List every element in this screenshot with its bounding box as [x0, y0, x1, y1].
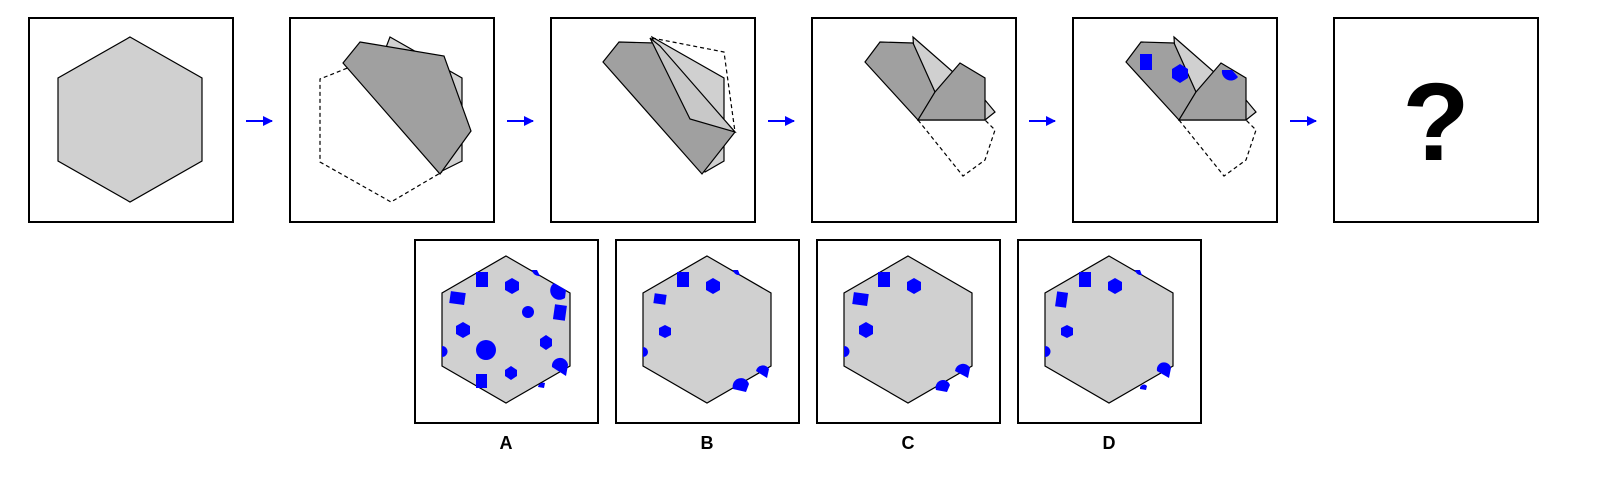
- hexagon-paper: [1044, 255, 1174, 404]
- hole-half-circle: [756, 365, 769, 378]
- question-mark: ?: [1402, 61, 1469, 184]
- hole-half-circle: [733, 270, 740, 276]
- hole-hexagon: [907, 278, 921, 294]
- hole-square: [878, 272, 890, 287]
- question-panel: ?: [1333, 17, 1539, 223]
- hole-half-circle: [538, 382, 545, 388]
- hole-hexagon: [1061, 325, 1073, 338]
- hole-hexagon: [706, 278, 720, 294]
- hexagon-paper: [441, 255, 571, 404]
- hexagon-paper: [57, 36, 203, 203]
- hole-half-circle: [1139, 384, 1147, 390]
- hole-half-circle: [532, 270, 540, 277]
- step-2-panel: [289, 17, 495, 223]
- fold-outline-dashed: [651, 37, 736, 133]
- hole-half-circle: [1221, 70, 1238, 81]
- hole-half-circle: [955, 363, 970, 378]
- question-frame: [1333, 17, 1539, 223]
- hole-circle: [522, 306, 534, 318]
- hole-hexagon: [859, 322, 873, 338]
- hole-hexagon: [1108, 278, 1122, 294]
- hole-square: [1140, 54, 1152, 70]
- fold-outline-dashed: [1178, 119, 1257, 177]
- hole-hexagon: [659, 325, 671, 338]
- option-a[interactable]: A: [414, 239, 599, 453]
- hole-square: [677, 272, 689, 287]
- fold-outline-dashed: [319, 62, 443, 203]
- step-4-panel: [811, 17, 1017, 223]
- hole-square: [1079, 272, 1091, 287]
- hexagon-paper: [642, 255, 772, 404]
- option-c[interactable]: C: [816, 239, 1001, 453]
- hole-hexagon: [540, 335, 552, 350]
- hole-hexagon: [505, 366, 517, 380]
- option-d-label: D: [1103, 433, 1116, 453]
- folded-flap: [602, 41, 736, 175]
- hole-half-circle: [442, 346, 448, 357]
- hole-square: [449, 291, 466, 306]
- hole-square: [653, 293, 667, 305]
- hole-half-circle: [551, 357, 568, 376]
- hole-square: [852, 292, 869, 307]
- hole-half-circle: [935, 380, 950, 392]
- hole-hexagon: [1172, 64, 1188, 83]
- step-1-panel: [28, 17, 234, 223]
- option-c-label: C: [902, 433, 915, 453]
- hole-hexagon: [505, 278, 519, 294]
- option-a-label: A: [500, 433, 513, 453]
- folded-flap-top: [916, 62, 986, 121]
- hole-half-circle: [643, 347, 648, 357]
- folded-flap: [342, 41, 472, 175]
- hole-square: [476, 374, 487, 388]
- hole-circle: [476, 340, 496, 360]
- step-3-panel: [550, 17, 756, 223]
- hexagon-paper: [843, 255, 973, 404]
- fold-outline-dashed: [917, 119, 996, 177]
- hole-half-circle: [732, 378, 749, 392]
- hole-half-circle: [844, 346, 850, 357]
- hole-hexagon: [456, 322, 470, 338]
- option-d[interactable]: D: [1017, 239, 1202, 453]
- hole-square: [1055, 291, 1069, 308]
- step-5-panel: [1072, 17, 1278, 223]
- hole-square: [552, 304, 567, 321]
- hole-half-circle: [1156, 362, 1171, 378]
- hole-half-circle: [550, 283, 566, 300]
- hole-half-circle: [1135, 270, 1142, 276]
- option-b-label: B: [701, 433, 714, 453]
- option-b[interactable]: B: [615, 239, 800, 453]
- hole-square: [476, 272, 488, 287]
- hole-half-circle: [1045, 346, 1051, 357]
